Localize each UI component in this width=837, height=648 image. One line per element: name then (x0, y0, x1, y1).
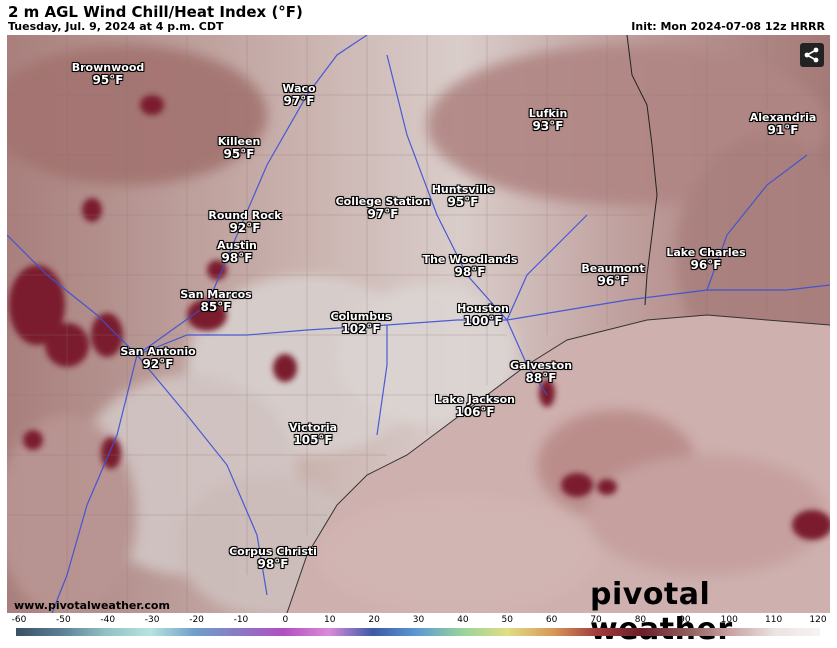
colorbar-tick-label: -20 (189, 615, 204, 625)
city-label: Corpus Christi 98°F (229, 545, 317, 571)
colorbar-ticks: -60 -50 -40 -30 -20 -10 0 10 20 30 40 50 60 70 80 90 100… (0, 615, 837, 627)
colorbar-tick-label: -10 (233, 615, 249, 625)
colorbar-tick-label: 90 (679, 615, 691, 625)
map-canvas[interactable] (7, 35, 830, 613)
colorbar-tick-label: 100 (720, 615, 738, 625)
colorbar-tick-label: -40 (100, 615, 116, 625)
coastline (286, 314, 830, 613)
colorbar-tick-label: -60 (11, 615, 27, 625)
city-label: Houston 100°F (457, 302, 509, 328)
colorbar-tick-label: 0 (282, 615, 289, 625)
valid-time: Tuesday, Jul. 9, 2024 at 4 p.m. CDT (8, 20, 224, 33)
map-svg (7, 35, 830, 613)
city-label: Victoria 105°F (288, 421, 338, 447)
city-label: Lake Charles 96°F (666, 246, 746, 272)
colorbar (16, 628, 820, 636)
city-label: Huntsville 95°F (431, 183, 495, 209)
colorbar-tick-label: 80 (634, 615, 647, 625)
city-label: Alexandria 91°F (749, 111, 817, 137)
colorbar-tick-label: 40 (457, 615, 469, 625)
city-label: Beaumont 96°F (581, 262, 645, 288)
city-label: Round Rock 92°F (208, 209, 282, 235)
city-label: Lake Jackson 106°F (434, 393, 516, 419)
share-icon (804, 47, 819, 63)
colorbar-tick-label: 60 (545, 615, 558, 625)
colorbar-tick-label: 70 (590, 615, 602, 625)
city-label: San Marcos 85°F (180, 288, 252, 314)
colorbar-tick-label: 110 (765, 615, 783, 625)
city-label: San Antonio 92°F (120, 345, 196, 371)
colorbar-tick-label: 50 (501, 615, 513, 625)
colorbar-tick-label: 120 (809, 615, 827, 625)
brand-logo: pivotal weather (590, 577, 732, 647)
city-label: The Woodlands 98°F (422, 253, 518, 279)
site-url[interactable]: www.pivotalweather.com (14, 599, 170, 612)
city-label: Columbus 102°F (330, 310, 392, 336)
colorbar-tick-label: -50 (56, 615, 71, 625)
model-init: Init: Mon 2024-07-08 12z HRRR (631, 20, 825, 33)
colorbar-tick-label: 30 (412, 615, 425, 625)
share-button[interactable] (800, 43, 824, 67)
city-label: College Station 97°F (335, 195, 431, 221)
colorbar-tick-label: -30 (144, 615, 160, 625)
city-label: Killeen 95°F (217, 135, 261, 161)
city-label: Austin 98°F (217, 239, 257, 265)
city-label: Waco 97°F (282, 82, 316, 108)
city-label: Galveston 88°F (509, 359, 573, 385)
state-border (626, 35, 658, 306)
colorbar-tick-label: 20 (368, 615, 380, 625)
map-title: 2 m AGL Wind Chill/Heat Index (°F) (8, 3, 303, 21)
header: 2 m AGL Wind Chill/Heat Index (°F) Tuesd… (0, 0, 837, 36)
city-label: Brownwood 95°F (71, 61, 145, 87)
city-label: Lufkin 93°F (528, 107, 568, 133)
colorbar-tick-label: 10 (323, 615, 336, 625)
